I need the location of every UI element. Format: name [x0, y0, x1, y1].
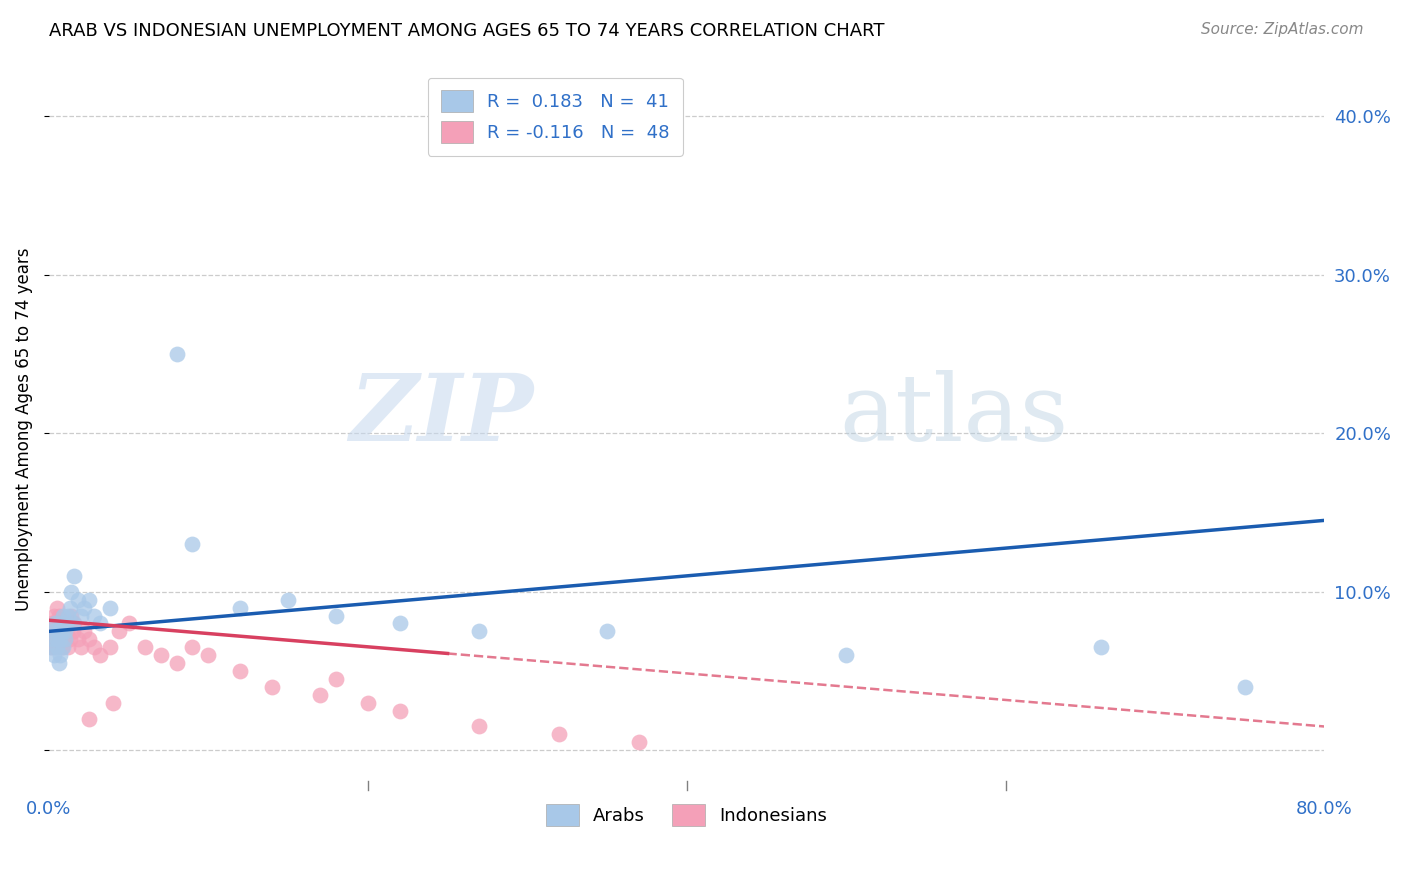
Point — [101, 696, 124, 710]
Point — [55, 624, 77, 639]
Point — [46, 632, 69, 647]
Point — [46, 632, 69, 647]
Point — [48, 624, 70, 639]
Point — [41, 616, 63, 631]
Point — [73, 624, 96, 639]
Point — [44, 616, 66, 631]
Point — [41, 632, 63, 647]
Point — [49, 616, 72, 631]
Point — [59, 600, 82, 615]
Point — [89, 616, 111, 631]
Point — [89, 648, 111, 662]
Point — [52, 616, 75, 631]
Point — [51, 616, 73, 631]
Point — [48, 608, 70, 623]
Point — [63, 616, 86, 631]
Point — [59, 632, 82, 647]
Point — [548, 727, 571, 741]
Point — [118, 616, 141, 631]
Text: atlas: atlas — [839, 370, 1069, 459]
Point — [835, 648, 858, 662]
Point — [388, 616, 411, 631]
Point — [70, 608, 93, 623]
Point — [60, 584, 83, 599]
Point — [325, 608, 347, 623]
Point — [149, 648, 172, 662]
Point — [49, 632, 72, 647]
Point — [48, 624, 70, 639]
Point — [627, 735, 650, 749]
Point — [66, 632, 89, 647]
Point — [70, 640, 93, 655]
Point — [468, 719, 491, 733]
Point — [66, 592, 89, 607]
Point — [48, 656, 70, 670]
Point — [42, 648, 65, 662]
Point — [229, 664, 252, 678]
Point — [166, 347, 188, 361]
Point — [181, 537, 204, 551]
Point — [56, 608, 79, 623]
Y-axis label: Unemployment Among Ages 65 to 74 years: Unemployment Among Ages 65 to 74 years — [15, 247, 32, 611]
Text: Source: ZipAtlas.com: Source: ZipAtlas.com — [1201, 22, 1364, 37]
Point — [181, 640, 204, 655]
Point — [468, 624, 491, 639]
Point — [41, 632, 63, 647]
Point — [325, 672, 347, 686]
Point — [388, 704, 411, 718]
Point — [39, 640, 62, 655]
Point — [108, 624, 131, 639]
Point — [83, 640, 105, 655]
Point — [63, 569, 86, 583]
Point — [49, 632, 72, 647]
Point — [44, 640, 66, 655]
Legend: Arabs, Indonesians: Arabs, Indonesians — [537, 795, 837, 835]
Point — [77, 712, 100, 726]
Point — [262, 680, 284, 694]
Point — [52, 640, 75, 655]
Point — [357, 696, 380, 710]
Point — [73, 600, 96, 615]
Point — [62, 616, 84, 631]
Point — [56, 640, 79, 655]
Point — [596, 624, 619, 639]
Point — [53, 632, 76, 647]
Point — [52, 608, 75, 623]
Point — [51, 624, 73, 639]
Point — [98, 600, 121, 615]
Point — [39, 640, 62, 655]
Point — [42, 608, 65, 623]
Point — [77, 592, 100, 607]
Point — [77, 632, 100, 647]
Point — [49, 648, 72, 662]
Point — [51, 640, 73, 655]
Point — [62, 624, 84, 639]
Point — [134, 640, 156, 655]
Point — [309, 688, 332, 702]
Point — [98, 640, 121, 655]
Point — [277, 592, 299, 607]
Point — [53, 632, 76, 647]
Point — [42, 624, 65, 639]
Point — [51, 624, 73, 639]
Point — [83, 608, 105, 623]
Text: ZIP: ZIP — [349, 370, 534, 459]
Point — [1233, 680, 1256, 694]
Point — [60, 608, 83, 623]
Point — [44, 616, 66, 631]
Point — [55, 616, 77, 631]
Point — [46, 600, 69, 615]
Point — [53, 624, 76, 639]
Point — [1090, 640, 1112, 655]
Point — [46, 640, 69, 655]
Point — [166, 656, 188, 670]
Point — [229, 600, 252, 615]
Point — [197, 648, 219, 662]
Point — [42, 624, 65, 639]
Text: ARAB VS INDONESIAN UNEMPLOYMENT AMONG AGES 65 TO 74 YEARS CORRELATION CHART: ARAB VS INDONESIAN UNEMPLOYMENT AMONG AG… — [49, 22, 884, 40]
